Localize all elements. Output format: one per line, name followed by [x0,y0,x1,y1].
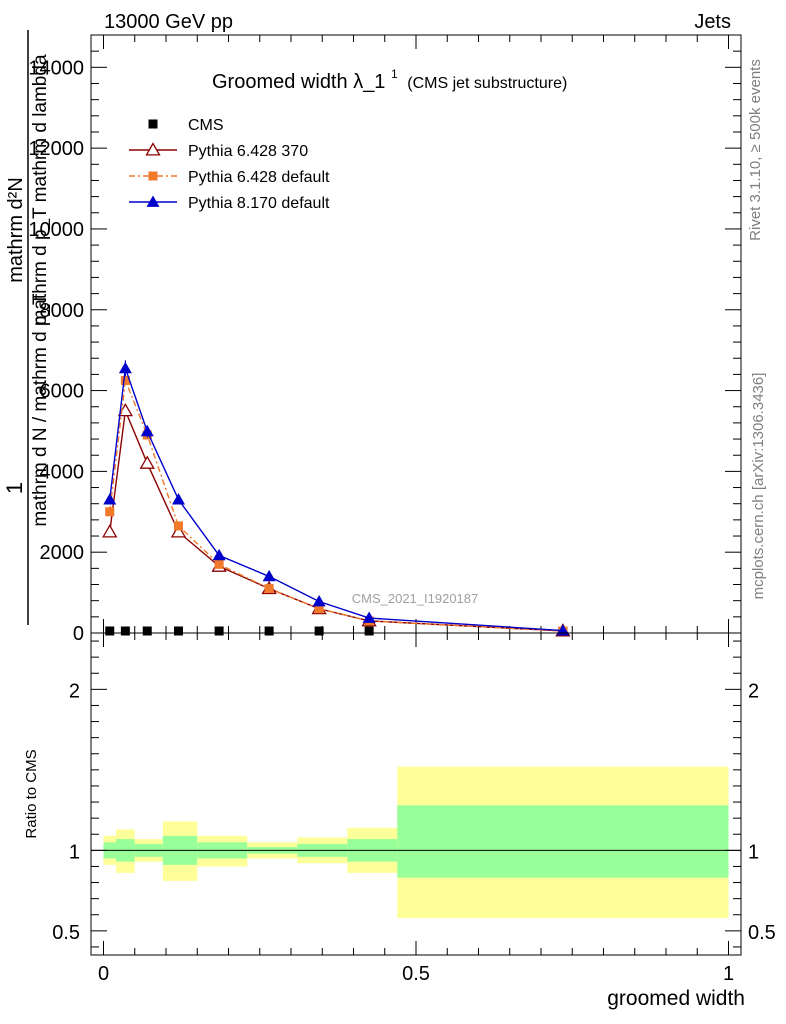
data-point-pythia-8-170-default [312,594,326,607]
legend-marker [148,119,158,129]
x-axis-label: groomed width [607,987,745,1010]
svg-text:Groomed width λ_1: Groomed width λ_1 1 (CMS jet substructur… [212,61,567,93]
main-y-tick-label: 2000 [40,542,85,564]
legend-label: Pythia 6.428 default [188,169,330,186]
data-point-pythia-6-428-default [105,507,115,517]
data-point-cms [264,626,274,636]
ratio-y-tick-label-right: 1 [748,841,759,863]
main-y-tick-label: 10000 [28,219,84,241]
ratio-plot-panel: 0.5 0.51 12 2 0 0.5 1 [52,632,776,985]
ratio-y-tick-label: 2 [69,680,80,702]
ratio-band-inner [397,805,729,878]
legend-marker [148,171,158,181]
ylabel-one: 1 [2,482,27,494]
data-point-cms [364,626,374,636]
data-point-pythia-6-428-370 [139,455,155,469]
data-point-pythia-6-428-default [174,521,183,531]
y-axis-label-ratio: Ratio to CMS [23,749,40,838]
data-point-pythia-6-428-default [314,604,324,614]
ratio-y-tick-label: 0.5 [52,922,80,944]
plot-title: Groomed width λ_1 1 (CMS jet substructur… [212,61,567,93]
x-tick-label: 1 [723,963,734,985]
legend-marker [145,142,161,156]
y-axis-label-main: 1 mathrm d²N mathrm d N / mathrm d p_T m… [2,30,51,625]
mcplots-label: mcplots.cern.ch [arXiv:1306.3436] [750,373,767,600]
ylabel-denominator-1: mathrm d N / mathrm d p_T [30,293,51,527]
ratio-y-tick-label-right: 2 [748,680,759,702]
main-y-tick-label: 4000 [40,461,85,483]
main-y-tick-label: 8000 [40,300,85,322]
title-main: Groomed width [212,71,348,93]
series-line-pythia-6-428-370 [109,408,563,632]
legend-marker [146,195,160,207]
main-y-tick-labels: 0 2000 4000 6000 8000 10000 12000 14000 [28,57,84,645]
series-line-pythia-6-428-default [109,380,563,632]
data-point-cms [120,626,130,636]
main-series-group [102,360,571,637]
x-tick-labels: 0 0.5 1 [98,963,734,985]
data-point-pythia-6-428-default [214,559,224,569]
data-point-cms [174,626,183,636]
data-point-pythia-8-170-default [140,424,154,437]
legend: CMS Pythia 6.428 370 Pythia 6.428 default P… [129,117,330,212]
main-y-tick-label: 14000 [28,57,84,79]
legend-label: Pythia 6.428 370 [188,143,308,160]
watermark: CMS_2021_I1920187 [352,591,479,606]
data-point-pythia-8-170-default [362,611,376,623]
data-point-cms [105,626,115,636]
ratio-y-tick-labels: 0.5 0.5 1 1 2 2 [52,680,776,944]
data-point-pythia-8-170-default [172,493,185,505]
ylabel-denominator-2: mathrm d p_T mathrm d lambda [30,54,51,325]
main-ticks [91,34,741,634]
data-point-pythia-8-170-default [118,361,132,374]
data-point-pythia-6-428-370 [170,524,187,538]
ratio-ticks [91,633,741,955]
header-right: Jets [694,11,731,33]
data-point-cms [214,626,224,636]
main-y-tick-label: 6000 [40,381,85,403]
ratio-y-tick-label-right: 0.5 [748,922,776,944]
title-superscript: 1 [391,67,398,81]
data-point-pythia-6-428-default [120,375,130,385]
main-plot-panel: 0 2000 4000 6000 8000 10000 12000 14000 CMS_202… [28,34,742,645]
title-sub: (CMS jet substructure) [407,75,567,92]
data-point-cms [314,626,324,636]
data-point-pythia-6-428-default [264,584,274,594]
data-point-cms [142,626,152,636]
rivet-label: Rivet 3.1.10, ≥ 500k events [747,59,764,241]
header-left: 13000 GeV pp [104,11,233,33]
data-point-pythia-8-170-default [262,569,276,582]
legend-label: CMS [188,117,224,134]
x-tick-label: 0.5 [402,963,430,985]
main-y-tick-label: 12000 [28,138,84,160]
data-point-pythia-8-170-default [103,493,117,505]
data-point-pythia-6-428-370 [102,524,118,538]
ylabel-numerator: mathrm d²N [5,177,27,283]
ratio-y-tick-label: 1 [69,841,80,863]
x-tick-label: 0 [98,963,109,985]
ratio-bands [103,766,729,918]
legend-label: Pythia 8.170 default [188,195,330,212]
title-symbol: λ_1 [353,71,385,93]
data-point-pythia-8-170-default [212,548,226,561]
main-y-tick-label: 0 [73,623,84,645]
